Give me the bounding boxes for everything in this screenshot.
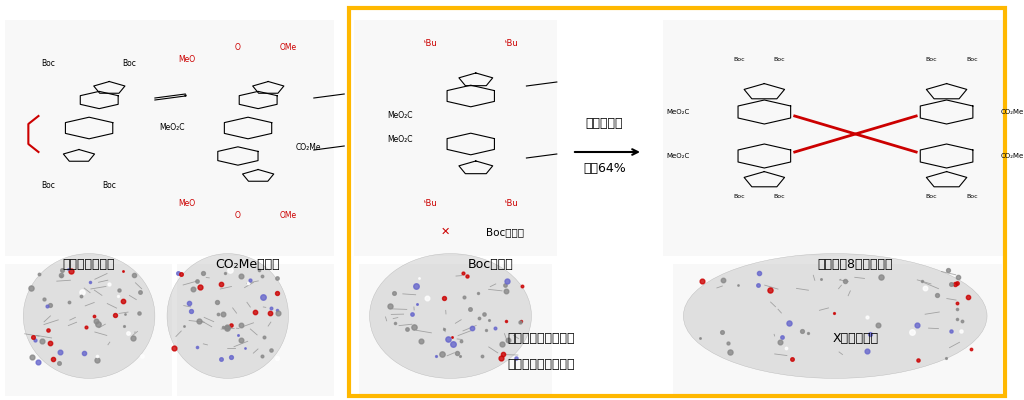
Text: Boc: Boc [42,182,55,190]
Bar [172,20,334,256]
Text: Boc: Boc [926,58,937,62]
Ellipse shape [370,254,531,378]
Text: 適切な配座を有する: 適切な配座を有する [508,332,575,345]
Text: O: O [234,44,241,52]
Text: ᵗBu: ᵗBu [423,200,437,208]
Text: Boc: Boc [774,58,785,62]
Text: X線結晶構造: X線結晶構造 [833,332,879,345]
Text: Boc型基質: Boc型基質 [468,258,514,271]
Text: Boc: Boc [966,58,978,62]
Bar [5,20,177,256]
Text: Boc型基質: Boc型基質 [486,227,524,237]
Text: マクロ環化: マクロ環化 [586,117,624,130]
Text: Boc: Boc [42,60,55,68]
Text: CO₂Me: CO₂Me [1000,153,1024,159]
Text: 収率64%: 収率64% [583,162,626,175]
Text: ✕: ✕ [440,227,451,237]
Bar [5,264,172,396]
Text: CO₂Me: CO₂Me [296,144,322,152]
Text: Boc: Boc [733,194,744,198]
Text: MeO₂C: MeO₂C [667,153,690,159]
Text: Boc: Boc [102,182,117,190]
Text: 基質が効率よく環化: 基質が効率よく環化 [508,358,575,371]
Text: Boc: Boc [733,58,744,62]
Ellipse shape [683,254,987,378]
Text: OMe: OMe [280,212,297,220]
Bar [354,20,557,256]
Text: ラクトン型基質: ラクトン型基質 [62,258,116,271]
Text: MeO₂C: MeO₂C [387,136,413,144]
Text: O: O [234,212,241,220]
Bar [664,20,1008,256]
Bar [359,264,552,396]
Text: MeO₂C: MeO₂C [387,112,413,120]
Text: Boc: Boc [774,194,785,198]
Text: MeO₂C: MeO₂C [667,109,690,115]
Text: Boc: Boc [926,194,937,198]
Ellipse shape [24,254,155,378]
Text: OMe: OMe [280,44,297,52]
Text: ᵗBu: ᵗBu [505,200,518,208]
Bar [673,264,1002,396]
Ellipse shape [167,254,289,378]
Text: MeO: MeO [179,200,196,208]
Text: MeO: MeO [179,56,196,64]
Text: Boc: Boc [123,60,136,68]
Text: CO₂Me: CO₂Me [1000,109,1024,115]
Text: ᵗBu: ᵗBu [505,40,518,48]
Text: ジイン型8の字型分子: ジイン型8の字型分子 [818,258,893,271]
Text: MeO₂C: MeO₂C [160,124,185,132]
Bar [349,8,1006,396]
Bar [177,264,334,396]
Text: ᵗBu: ᵗBu [423,40,437,48]
Text: Boc: Boc [966,194,978,198]
Text: CO₂Me型基質: CO₂Me型基質 [216,258,281,271]
